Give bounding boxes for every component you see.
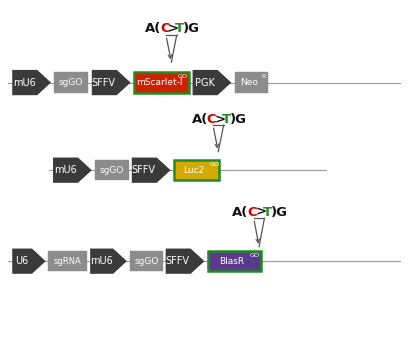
- Polygon shape: [132, 158, 171, 183]
- Text: SFFV: SFFV: [92, 78, 116, 88]
- Text: A(: A(: [144, 22, 161, 35]
- Polygon shape: [12, 70, 51, 95]
- Text: C: C: [207, 113, 216, 126]
- Text: )G: )G: [183, 22, 200, 35]
- Text: BlasR: BlasR: [220, 257, 245, 266]
- Bar: [48, 251, 87, 271]
- Bar: [235, 72, 268, 93]
- Text: T: T: [175, 22, 184, 35]
- Text: A(: A(: [232, 206, 248, 219]
- Text: SFFV: SFFV: [166, 256, 190, 266]
- Polygon shape: [53, 158, 92, 183]
- Text: GO: GO: [210, 162, 220, 167]
- Text: sgRNA: sgRNA: [53, 257, 82, 266]
- Text: Neo: Neo: [240, 78, 258, 87]
- Text: GO: GO: [250, 253, 260, 258]
- Text: sgGO: sgGO: [59, 78, 83, 87]
- Bar: [134, 72, 189, 93]
- Polygon shape: [12, 249, 46, 274]
- Text: mScarlet-I: mScarlet-I: [136, 78, 182, 87]
- Polygon shape: [193, 70, 231, 95]
- Text: mU6: mU6: [54, 165, 76, 175]
- Text: >: >: [168, 22, 179, 35]
- Polygon shape: [166, 249, 204, 274]
- Text: SFFV: SFFV: [132, 165, 156, 175]
- Text: Luc2: Luc2: [184, 166, 205, 175]
- Text: R: R: [262, 74, 266, 80]
- Text: C: C: [248, 206, 257, 219]
- Bar: [130, 251, 163, 271]
- Polygon shape: [92, 70, 131, 95]
- Text: )G: )G: [271, 206, 288, 219]
- Text: mU6: mU6: [13, 78, 35, 88]
- Text: sgGO: sgGO: [134, 257, 159, 266]
- Text: >: >: [215, 113, 226, 126]
- Text: A(: A(: [191, 113, 208, 126]
- Text: U6: U6: [15, 256, 28, 266]
- Text: mU6: mU6: [90, 256, 113, 266]
- Bar: [95, 160, 129, 180]
- Bar: [208, 251, 261, 271]
- Polygon shape: [90, 249, 127, 274]
- Text: )G: )G: [230, 113, 247, 126]
- Bar: [54, 72, 88, 93]
- Text: sgGO: sgGO: [100, 166, 124, 175]
- Text: >: >: [255, 206, 266, 219]
- Text: T: T: [263, 206, 272, 219]
- Text: C: C: [160, 22, 169, 35]
- Bar: [174, 160, 219, 180]
- Text: T: T: [222, 113, 231, 126]
- Text: GO: GO: [178, 74, 188, 80]
- Text: PGK: PGK: [195, 78, 215, 88]
